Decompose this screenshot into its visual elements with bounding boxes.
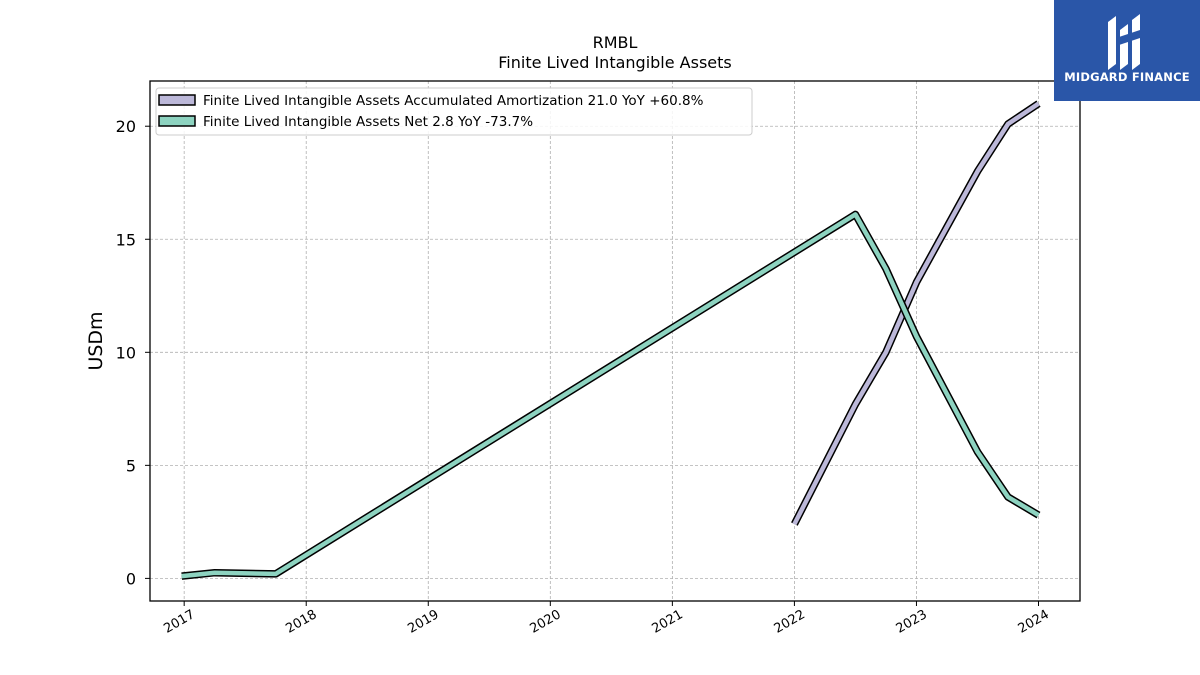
- legend-label: Finite Lived Intangible Assets Net 2.8 Y…: [203, 114, 533, 130]
- x-tick-label: 2023: [894, 607, 930, 637]
- y-tick-label: 10: [116, 343, 136, 362]
- legend-label: Finite Lived Intangible Assets Accumulat…: [203, 93, 704, 109]
- y-axis-label: USDm: [85, 311, 107, 370]
- chart-subtitle: Finite Lived Intangible Assets: [498, 53, 731, 72]
- x-tick-label: 2020: [527, 607, 563, 637]
- legend-swatch: [158, 94, 196, 106]
- x-tick-label: 2022: [772, 607, 808, 637]
- x-tick-label: 2017: [161, 607, 197, 637]
- ticks: 2017 2018 2019 2020 2021 2022 2023 2024 0 5 10 15 20: [116, 117, 1052, 637]
- series-2-outline: [181, 210, 1041, 580]
- x-tick-label: 2018: [283, 607, 319, 637]
- chart-title: RMBL: [593, 33, 638, 52]
- plot-frame: [149, 80, 1081, 602]
- grid: [150, 81, 1080, 601]
- legend-swatch: [158, 115, 196, 127]
- x-tick-label: 2024: [1016, 607, 1052, 637]
- x-tick-label: 2021: [650, 607, 686, 637]
- legend-box: [155, 87, 753, 136]
- y-tick-label: 15: [116, 230, 136, 249]
- logo-text: MIDGARD FINANCE: [1064, 70, 1190, 84]
- x-tick-label: 2019: [405, 607, 441, 637]
- y-tick-label: 20: [116, 117, 136, 136]
- y-tick-label: 5: [126, 456, 136, 475]
- series-1-line: [792, 101, 1040, 526]
- y-tick-label: 0: [126, 569, 136, 588]
- series-layer: [181, 100, 1041, 580]
- series-2-line: [181, 212, 1040, 579]
- legend: Finite Lived Intangible Assets Accumulat…: [155, 87, 753, 136]
- logo-mark-icon: [1108, 14, 1140, 70]
- brand-logo: MIDGARD FINANCE: [1054, 0, 1200, 101]
